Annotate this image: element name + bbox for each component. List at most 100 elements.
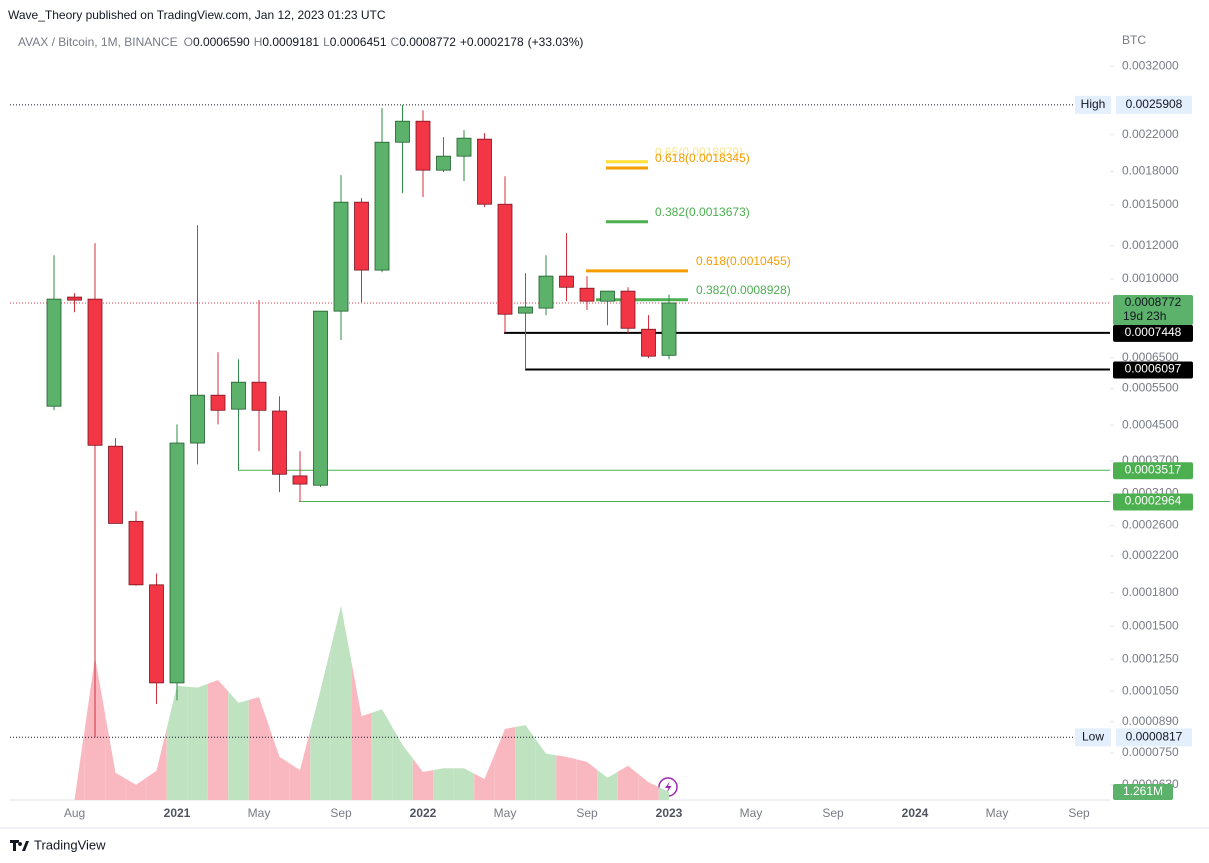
candle-body — [333, 201, 349, 312]
x-tick-label: May — [986, 806, 1009, 820]
volume-area — [494, 726, 516, 800]
x-tick-label: 2023 — [656, 806, 683, 820]
volume-area — [371, 709, 393, 800]
candle-body — [210, 394, 226, 411]
y-tick-label: 0.0001500 — [1122, 618, 1179, 632]
candle-body — [169, 442, 185, 684]
fib-label: 0.618(0.0018345) — [655, 151, 750, 165]
tag-name-bg — [1075, 728, 1111, 747]
level-tag — [1113, 361, 1193, 379]
y-tick-label: 0.0018000 — [1122, 164, 1179, 178]
level-tag-label: 0.0003517 — [1125, 462, 1182, 476]
candle-body — [67, 296, 82, 301]
y-tick-label: 0.0002600 — [1122, 518, 1179, 532]
candle-body — [231, 381, 246, 410]
last-price-label: 0.0008772 — [1125, 295, 1182, 309]
x-tick-label: 2022 — [410, 806, 437, 820]
level-tag — [1113, 462, 1193, 480]
volume-area — [105, 714, 126, 800]
volume-tag-label: 1.261M — [1123, 784, 1163, 798]
volume-area — [166, 685, 188, 800]
y-tick-label: 0.0000750 — [1122, 745, 1179, 759]
tag-bg — [1116, 728, 1192, 747]
legend-value: 0.0006590 — [193, 35, 250, 49]
legend-key: O — [184, 35, 193, 49]
candle-body — [395, 120, 410, 143]
x-tick-label: Sep — [1068, 806, 1090, 820]
candle-body — [477, 138, 492, 205]
y-tick-label: 0.0002200 — [1122, 548, 1179, 562]
change-pct: (+33.03%) — [528, 35, 584, 49]
volume-area — [638, 773, 659, 800]
candle-body — [313, 310, 328, 486]
volume-area — [310, 647, 331, 800]
y-tick-label: 0.0012000 — [1122, 238, 1179, 252]
volume-area — [187, 683, 208, 800]
tag-bg — [1116, 95, 1192, 114]
legend-key: H — [254, 35, 263, 49]
y-tick-label: 0.0010000 — [1122, 271, 1179, 285]
volume-area — [269, 726, 290, 800]
last-price-tag — [1113, 294, 1193, 325]
candle-body — [579, 287, 595, 302]
volume-area — [125, 777, 147, 800]
candle-body — [354, 201, 369, 271]
volume-area — [453, 768, 475, 800]
y-tick-label: 0.0005500 — [1122, 381, 1179, 395]
x-tick-label: 2024 — [902, 806, 929, 820]
candle-body — [374, 141, 390, 271]
volume-area — [289, 730, 311, 800]
tag-value: 0.0025908 — [1126, 97, 1183, 111]
candle-body — [497, 203, 513, 315]
candle-body — [518, 306, 533, 314]
x-tick-label: May — [740, 806, 763, 820]
tag-name-bg — [1075, 95, 1111, 114]
candle-body — [415, 120, 431, 171]
level-tag-label: 0.0006097 — [1125, 362, 1182, 376]
candle-body — [292, 475, 308, 485]
candle-body — [272, 410, 287, 475]
candle-body — [661, 302, 677, 356]
level-tag — [1113, 493, 1193, 511]
x-tick-label: 2021 — [164, 806, 191, 820]
volume-area — [146, 728, 167, 800]
footer-logo — [10, 840, 29, 851]
volume-area — [392, 726, 413, 800]
candle-body — [108, 445, 123, 524]
footer: TradingView — [34, 837, 106, 852]
volume-area — [474, 753, 495, 800]
y-tick-label: 0.0001250 — [1122, 652, 1179, 666]
volume-tag — [1113, 783, 1173, 800]
fib-label: 0.382(0.0013673) — [655, 205, 750, 219]
y-tick-label: 0.0032000 — [1122, 58, 1179, 72]
candle-body — [559, 275, 574, 288]
legend: AVAX / Bitcoin, 1M, BINANCE O0.0006590 H0.… — [18, 35, 583, 49]
candle-body — [641, 328, 656, 357]
candle-body — [436, 155, 451, 171]
legend-key: L — [323, 35, 330, 49]
x-tick-label: Aug — [64, 806, 85, 820]
volume-area — [556, 755, 577, 800]
volume-area — [228, 691, 249, 800]
x-tick-label: Sep — [576, 806, 598, 820]
volume-area — [207, 679, 229, 800]
volume-area — [248, 697, 270, 800]
volume-area — [576, 759, 598, 800]
legend-value: 0.0008772 — [399, 35, 456, 49]
fib-label: 0.618(0.0010455) — [696, 254, 791, 268]
candle-body — [600, 290, 615, 302]
volume-area — [535, 739, 557, 800]
tag-name: High — [1081, 97, 1106, 111]
volume-area — [658, 787, 669, 800]
x-tick-label: May — [248, 806, 271, 820]
candle-body — [87, 298, 103, 446]
volume-area — [351, 660, 372, 800]
volume-area — [597, 769, 618, 800]
x-tick-label: Sep — [822, 806, 844, 820]
volume-area — [433, 768, 454, 800]
level-tag-label: 0.0002964 — [1125, 494, 1182, 508]
x-tick-label: Sep — [330, 806, 352, 820]
level-tag-label: 0.0007448 — [1125, 325, 1182, 339]
